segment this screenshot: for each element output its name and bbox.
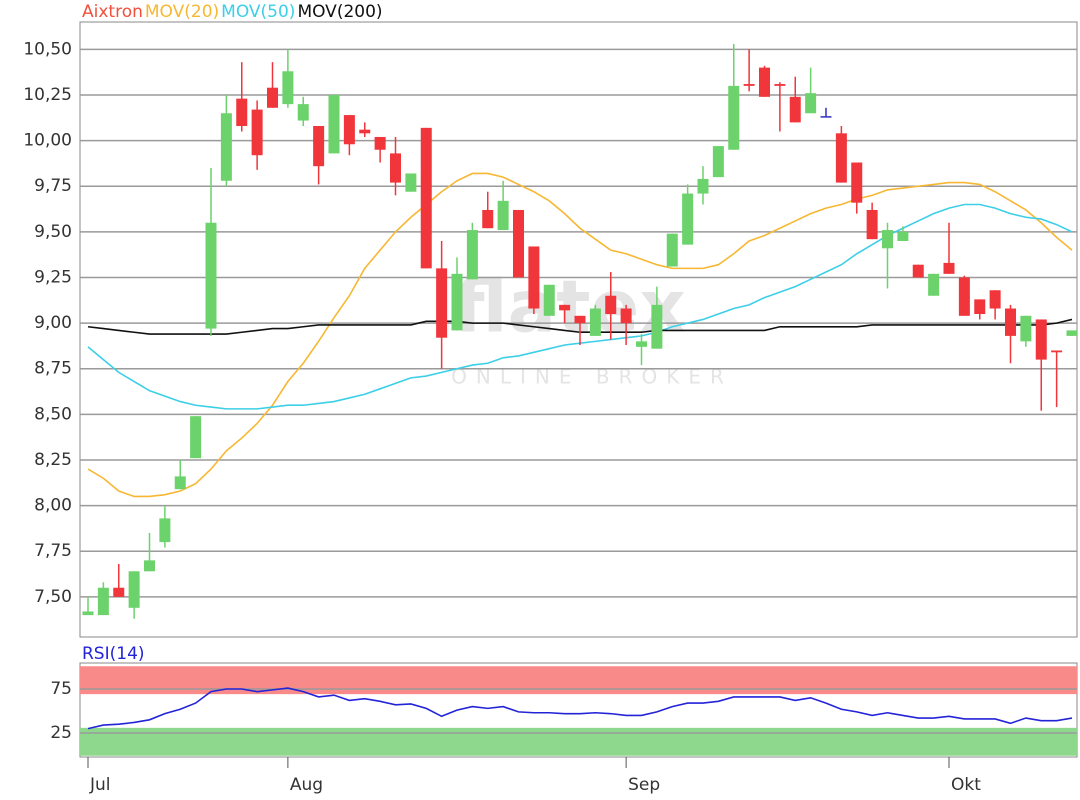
y-tick-label: 8,75 [34,359,72,379]
candle-body [851,162,863,203]
candle-body [882,230,893,249]
candle-body [589,308,601,336]
y-tick-label: 9,25 [34,267,72,287]
candle-body [636,341,647,347]
candle-body [682,193,694,245]
candle-body [313,126,325,167]
candle-body [513,209,524,278]
candle-body [343,115,355,145]
candle-body [1035,319,1047,360]
x-tick-label: Aug [290,775,323,795]
candle-body [912,264,924,278]
candle-body [774,84,786,86]
candle-body [159,518,171,543]
candle-body [789,96,801,123]
candle-body [697,178,709,194]
candle-body [190,416,202,459]
legend-entry: MOV(50) [221,2,295,22]
y-tick-label: 7,50 [34,587,72,607]
y-tick-label: 75 [50,679,72,699]
candle-body [805,93,817,114]
candle-body [974,299,986,314]
y-tick-label: 8,00 [34,496,72,516]
candle-body [1020,315,1032,342]
candle-body [728,85,740,150]
x-tick-label: Okt [951,775,981,795]
candle-body [943,262,955,274]
candle-body [113,587,125,597]
legend-entry: Aixtron [82,2,143,22]
candle-body [574,315,586,324]
candle-body [482,209,494,229]
x-tick-label: Sep [628,775,660,795]
candle-body [236,98,248,127]
candle-body [420,127,432,269]
y-tick-label: 10,25 [23,85,72,105]
y-tick-label: 9,75 [34,176,72,196]
candle-body [374,136,386,150]
candle-body [251,109,263,156]
candle-body [220,113,232,181]
candle-body [451,273,463,331]
legend-entry: RSI(14) [82,644,145,664]
candle-body [359,129,371,134]
x-tick-label: Jul [89,775,111,795]
y-tick-label: 8,50 [34,404,72,424]
y-tick-label: 10,00 [23,131,72,151]
candle-body [128,571,140,608]
candle-body [897,231,909,241]
candle-body [1051,350,1063,353]
rsi-plot [80,666,1077,756]
candle-body [144,560,155,572]
candle-body [835,133,847,183]
line [87,687,1073,730]
candle-body [605,295,617,314]
candle-body [958,277,970,316]
candle-body [205,222,217,329]
candle-body [543,284,555,316]
candle-body [497,200,509,231]
candle-body [297,104,309,121]
y-tick-label: 25 [50,723,72,743]
y-tick-label: 7,75 [34,541,72,561]
y-tick-label: 10,50 [23,39,72,59]
legend-entry: MOV(20) [145,2,219,22]
candle-body [928,273,940,296]
candle-body [559,304,571,311]
candle-body [466,230,478,280]
line [87,172,1073,498]
candle-body [97,587,109,616]
candle-body [989,290,1001,309]
candle-body [328,94,340,154]
candle-body [866,209,878,240]
candle-body [651,304,663,349]
y-tick-label: 9,00 [34,313,72,333]
y-tick-label: 8,25 [34,450,72,470]
candle-body [267,87,278,108]
legend-entry: MOV(200) [297,2,382,22]
candle-body [712,146,724,178]
candle-body [282,71,294,105]
candle-body [390,153,401,183]
labels: 7,50 7,75 8,00 8,25 8,50 8,75 9,00 9,25 9,50 9,75… [23,2,981,795]
candle-body [820,116,832,118]
candle-body [1005,308,1016,336]
candle-body [1066,330,1077,336]
candle-body [174,476,186,490]
candle-body [759,67,770,97]
candle-body [82,611,94,616]
y-tick-label: 9,50 [34,222,72,242]
candle-body [743,84,755,86]
candle-body [666,233,678,267]
candle-body [620,308,632,324]
candle-body [436,268,448,338]
candle-body [405,173,417,192]
candle-body [528,246,540,309]
